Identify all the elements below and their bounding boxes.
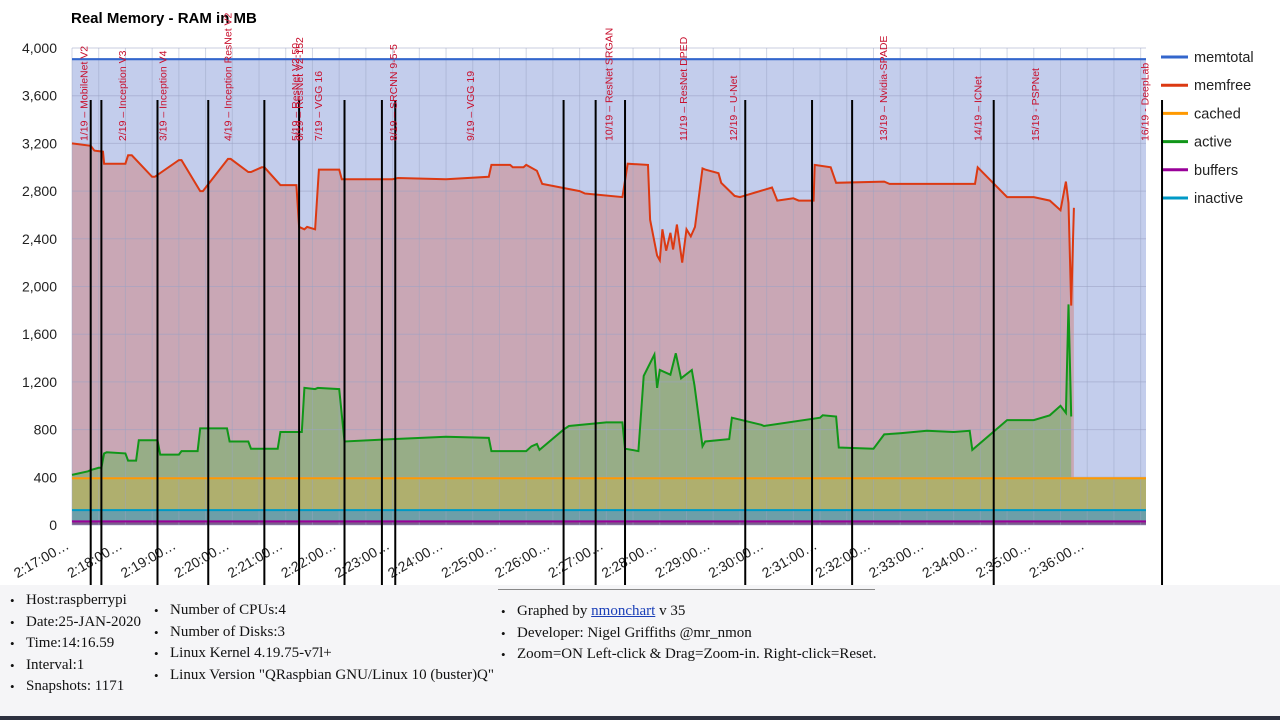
x-tick-label: 2:30:00… [706, 537, 767, 581]
legend-label-memfree[interactable]: memfree [1194, 78, 1251, 94]
y-tick-label: 2,400 [22, 231, 57, 247]
x-tick-label: 2:28:00… [599, 537, 660, 581]
x-tick-label: 2:17:00… [11, 537, 72, 581]
x-tick-label: 2:29:00… [652, 537, 713, 581]
info-kernel: Linux Kernel 4.19.75-v7l+ [150, 643, 494, 665]
model-annotation: 11/19 – ResNet DPED [678, 36, 690, 141]
x-tick-label: 2:35:00… [973, 537, 1034, 581]
y-tick-label: 0 [49, 517, 57, 533]
y-tick-label: 3,200 [22, 135, 57, 151]
y-tick-label: 800 [34, 422, 58, 438]
y-tick-label: 1,200 [22, 374, 57, 390]
legend-label-inactive[interactable]: inactive [1194, 191, 1243, 207]
divider [498, 589, 875, 590]
y-tick-label: 2,800 [22, 183, 57, 199]
x-tick-label: 2:18:00… [64, 537, 125, 581]
model-annotation: 16/19 - DeepLab [1140, 63, 1152, 141]
model-annotation: 8/19 – SRCNN 9-5-5 [388, 44, 400, 141]
system-info-list: Number of CPUs:4 Number of Disks:3 Linux… [150, 600, 494, 686]
model-annotation: 14/19 – ICNet [972, 76, 984, 141]
x-tick-label: 2:21:00… [225, 537, 286, 581]
legend-label-active[interactable]: active [1194, 135, 1232, 151]
active-line [71, 304, 1073, 476]
chart-title: Real Memory - RAM in MB [71, 10, 257, 27]
memory-chart[interactable]: Real Memory - RAM in MB 4,000 3,600 3,200 2… [0, 0, 1280, 585]
model-annotation: 9/19 – VGG 19 [465, 71, 477, 141]
graphed-by-suffix: v 35 [659, 603, 686, 619]
model-annotation: 10/19 – ResNet SRGAN [603, 28, 615, 141]
x-tick-label: 2:33:00… [866, 537, 927, 581]
x-tick-label: 2:34:00… [919, 537, 980, 581]
legend-label-cached[interactable]: cached [1194, 106, 1241, 122]
x-tick-label: 2:27:00… [545, 537, 606, 581]
model-annotation: 2/19 – Inception V3 [117, 50, 129, 141]
info-host: Host:raspberrypi [6, 590, 141, 612]
y-tick-label: 4,000 [22, 40, 57, 56]
info-time: Time:14:16.59 [6, 633, 141, 655]
y-tick-label: 3,600 [22, 88, 57, 104]
x-tick-label: 2:24:00… [385, 537, 446, 581]
about-info-list: Graphed by nmonchart v 35 Developer: Nig… [497, 601, 876, 666]
y-tick-label: 2,000 [22, 279, 57, 295]
model-annotation: 6/19 – ResNet V2-152 [294, 37, 306, 141]
bottom-strip [0, 716, 1280, 720]
x-tick-label: 2:22:00… [278, 537, 339, 581]
model-annotation: 3/19 – Inception V4 [157, 50, 169, 141]
info-snapshots: Snapshots: 1171 [6, 676, 141, 698]
model-annotation: 7/19 – VGG 16 [313, 71, 325, 141]
info-date: Date:25-JAN-2020 [6, 612, 141, 634]
model-annotation: 1/19 – MobileNet V2 [79, 46, 91, 141]
legend-label-buffers[interactable]: buffers [1194, 163, 1238, 179]
y-tick-label: 400 [34, 469, 58, 485]
nmonchart-link[interactable]: nmonchart [591, 603, 656, 619]
info-cpus: Number of CPUs:4 [150, 600, 494, 622]
info-developer: Developer: Nigel Griffiths @mr_nmon [497, 623, 876, 645]
x-tick-label: 2:32:00… [812, 537, 873, 581]
info-linux-version: Linux Version "QRaspbian GNU/Linux 10 (b… [150, 665, 494, 687]
model-annotation: 4/19 – Inception ResNet V2 [223, 12, 235, 141]
x-tick-label: 2:23:00… [332, 537, 393, 581]
host-info-list: Host:raspberrypi Date:25-JAN-2020 Time:1… [6, 590, 141, 698]
legend-label-memtotal[interactable]: memtotal [1194, 50, 1254, 66]
x-tick-label: 2:19:00… [118, 537, 179, 581]
info-disks: Number of Disks:3 [150, 622, 494, 644]
y-tick-label: 1,600 [22, 326, 57, 342]
info-interval: Interval:1 [6, 655, 141, 677]
model-annotation: 13/19 – Nvidia-SPADE [878, 36, 890, 141]
model-annotation: 12/19 – U-Net [728, 76, 740, 141]
x-tick-label: 2:26:00… [492, 537, 553, 581]
x-tick-label: 2:20:00… [171, 537, 232, 581]
model-annotation: 5/19 – ResNet V2-50 [290, 43, 302, 141]
memfree-line [71, 142, 1075, 306]
model-annotation: 15/19 - PSPNet [1030, 68, 1042, 141]
graphed-by-prefix: Graphed by [517, 603, 588, 619]
buffers-area [72, 521, 1146, 525]
info-zoom: Zoom=ON Left-click & Drag=Zoom-in. Right… [497, 644, 876, 666]
x-tick-label: 2:36:00… [1026, 537, 1087, 581]
x-tick-label: 2:31:00… [759, 537, 820, 581]
info-graphed-by: Graphed by nmonchart v 35 [497, 601, 876, 623]
chart-panel[interactable]: Real Memory - RAM in MB 4,000 3,600 3,200 2… [0, 0, 1280, 585]
active-area [72, 304, 1072, 525]
x-tick-label: 2:25:00… [438, 537, 499, 581]
